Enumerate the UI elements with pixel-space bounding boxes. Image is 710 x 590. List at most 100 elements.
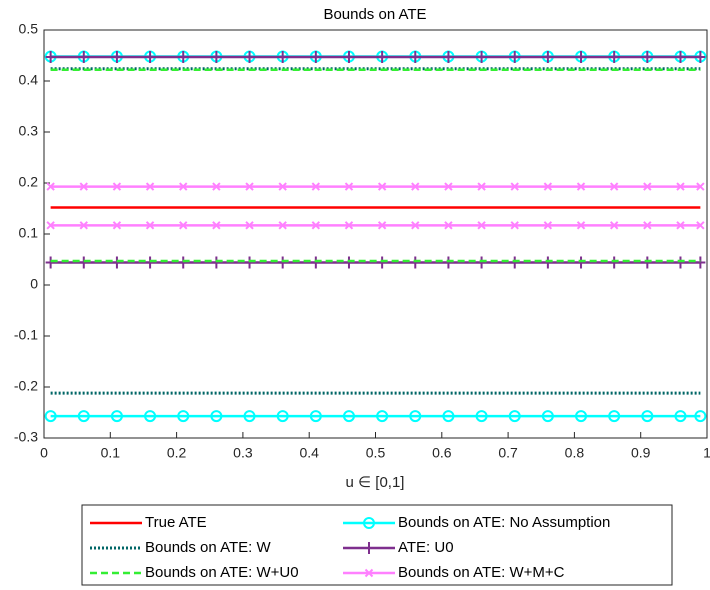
x-tick-label: 1	[703, 445, 710, 461]
legend-label: Bounds on ATE: W+M+C	[398, 564, 565, 581]
marker	[508, 410, 521, 423]
x-tick-label: 0.7	[498, 445, 518, 461]
marker	[243, 410, 256, 423]
marker	[276, 410, 289, 423]
marker	[112, 221, 122, 230]
x-tick-label: 0.6	[432, 445, 452, 461]
marker	[309, 410, 322, 423]
marker	[44, 410, 57, 423]
marker	[343, 51, 354, 64]
y-tick-label: -0.2	[14, 378, 38, 394]
marker	[311, 221, 321, 230]
marker	[444, 221, 453, 230]
marker	[674, 410, 687, 423]
marker	[277, 51, 288, 64]
x-tick-label: 0.1	[101, 445, 121, 461]
marker	[675, 51, 686, 64]
marker	[509, 256, 520, 269]
marker	[45, 51, 56, 64]
y-tick-label: 0.3	[19, 123, 39, 139]
marker	[244, 256, 255, 269]
marker	[310, 51, 321, 64]
axes-box	[43, 29, 708, 439]
marker	[79, 221, 88, 230]
marker	[377, 51, 388, 64]
legend-label: Bounds on ATE: W	[145, 539, 271, 556]
marker	[342, 410, 355, 423]
marker	[642, 51, 653, 64]
x-tick-label: 0.3	[233, 445, 253, 461]
marker	[110, 410, 123, 423]
x-tick-label: 0.4	[299, 445, 319, 461]
marker	[609, 256, 620, 269]
marker	[675, 256, 686, 269]
y-tick-label: 0.1	[19, 225, 39, 241]
marker	[608, 410, 621, 423]
marker	[443, 51, 454, 64]
marker	[111, 51, 122, 64]
legend-marker	[364, 542, 374, 554]
y-tick-label: 0.2	[19, 174, 39, 190]
marker	[641, 410, 654, 423]
marker	[411, 182, 420, 191]
marker	[443, 256, 454, 269]
marker	[377, 182, 387, 191]
marker	[695, 256, 706, 269]
marker	[179, 221, 188, 230]
x-tick-label: 0.8	[565, 445, 585, 461]
marker	[178, 256, 189, 269]
marker	[278, 221, 287, 230]
marker	[510, 182, 519, 191]
marker	[411, 221, 420, 230]
marker	[79, 182, 88, 191]
y-tick-label: 0.4	[19, 72, 39, 88]
marker	[696, 221, 705, 230]
marker	[376, 410, 389, 423]
marker	[510, 221, 519, 230]
y-tick-label: -0.3	[14, 429, 38, 445]
marker	[179, 182, 188, 191]
marker	[45, 256, 56, 269]
marker	[46, 221, 55, 230]
marker	[676, 221, 685, 230]
marker	[576, 256, 587, 269]
y-tick-label: 0.5	[19, 21, 39, 37]
marker	[694, 410, 707, 423]
marker	[542, 256, 553, 269]
marker	[144, 410, 157, 423]
marker	[212, 221, 221, 230]
legend-label: Bounds on ATE: No Assumption	[398, 514, 610, 531]
marker	[344, 221, 354, 230]
marker	[576, 221, 586, 230]
marker	[344, 182, 354, 191]
marker	[676, 182, 685, 191]
marker	[410, 256, 421, 269]
marker	[78, 256, 89, 269]
legend-label: True ATE	[145, 514, 207, 531]
marker	[178, 51, 189, 64]
legend	[81, 504, 673, 586]
marker	[112, 182, 122, 191]
marker	[245, 221, 254, 230]
marker	[377, 221, 387, 230]
plot-area	[44, 30, 707, 438]
marker	[244, 51, 255, 64]
marker	[609, 51, 620, 64]
y-tick-label: -0.1	[14, 327, 38, 343]
marker	[145, 256, 156, 269]
x-tick-label: 0.9	[631, 445, 651, 461]
marker	[210, 410, 223, 423]
marker	[77, 410, 90, 423]
marker	[442, 410, 455, 423]
marker	[477, 182, 486, 191]
marker	[409, 410, 422, 423]
marker	[696, 182, 705, 191]
y-tick-label: 0	[30, 276, 38, 292]
marker	[643, 182, 652, 191]
marker	[543, 221, 553, 230]
chart-title: Bounds on ATE	[323, 6, 426, 23]
marker	[575, 410, 588, 423]
marker	[145, 51, 156, 64]
marker	[609, 182, 619, 191]
marker	[576, 51, 587, 64]
